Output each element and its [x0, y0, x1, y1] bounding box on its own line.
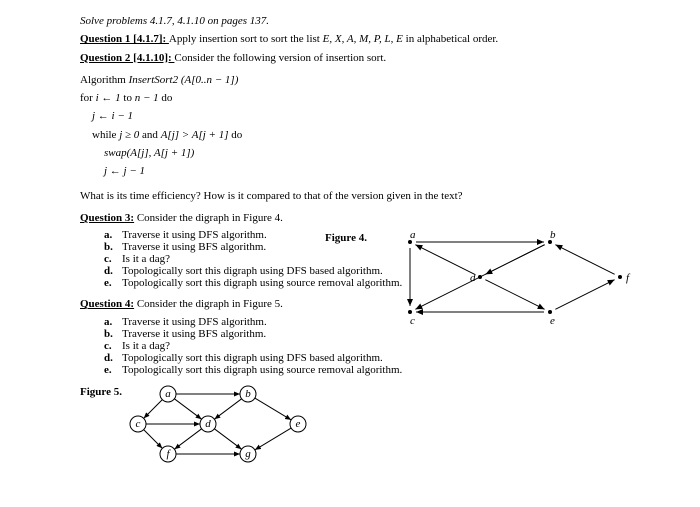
algo-header: Algorithm InsertSort2 (A[0..n − 1]) — [80, 73, 640, 87]
algo-line4: swap(A[j], A[j + 1]) — [104, 146, 640, 160]
item-text: Traverse it using BFS algorithm. — [122, 328, 266, 340]
svg-text:e: e — [550, 315, 555, 327]
kw-and: and — [142, 129, 161, 141]
item-text: Is it a dag? — [122, 340, 170, 352]
item-text: Traverse it using DFS algorithm. — [122, 229, 267, 241]
svg-text:g: g — [245, 448, 251, 460]
item-text: Topologically sort this digraph using DF… — [122, 352, 383, 364]
kw-for: for — [80, 92, 96, 104]
list-item: b.Traverse it using BFS algorithm. — [104, 328, 640, 340]
svg-text:d: d — [470, 272, 476, 284]
q1-list: E, X, A, M, P, L, E — [323, 33, 403, 45]
svg-text:f: f — [626, 272, 631, 284]
item-label: d. — [104, 352, 122, 364]
q2-text: Consider the following version of insert… — [174, 52, 386, 64]
item-text: Is it a dag? — [122, 253, 170, 265]
svg-text:b: b — [245, 388, 251, 400]
list-item: d.Topologically sort this digraph using … — [104, 352, 640, 364]
question-3: Question 3: Consider the digraph in Figu… — [80, 211, 640, 225]
kw-while: while — [92, 129, 119, 141]
figure-4-label: Figure 4. — [325, 232, 367, 244]
kw-do: do — [231, 129, 242, 141]
list-item: c.Is it a dag? — [104, 340, 640, 352]
q4-text: Consider the digraph in Figure 5. — [137, 298, 283, 310]
figure-4-container: Figure 4. abcedf — [380, 232, 660, 322]
q3-text: Consider the digraph in Figure 4. — [137, 212, 283, 224]
q3-heading: Question 3: — [80, 212, 134, 224]
item-label: b. — [104, 241, 122, 253]
intro-text: Solve problems 4.1.7, 4.1.10 on pages 13… — [80, 14, 640, 28]
q4-list: a.Traverse it using DFS algorithm. b.Tra… — [104, 316, 640, 376]
algo-line5: j ← j − 1 — [104, 164, 640, 178]
item-label: e. — [104, 277, 122, 289]
algo-name: InsertSort2 — [129, 74, 181, 86]
figure-5-graph: abcdefg — [128, 382, 318, 468]
item-label: a. — [104, 316, 122, 328]
expr: A[j] > A[j + 1] — [161, 129, 232, 141]
expr: n − 1 — [135, 92, 162, 104]
item-label: c. — [104, 340, 122, 352]
svg-text:a: a — [165, 388, 171, 400]
question-2: Question 2 [4.1.10]: Consider the follow… — [80, 51, 640, 65]
kw-to: to — [123, 92, 134, 104]
q2-tail: What is its time efficiency? How is it c… — [80, 189, 640, 203]
algo-kw: Algorithm — [80, 74, 129, 86]
list-item: e.Topologically sort this digraph using … — [104, 364, 640, 376]
q2-heading: Question 2 [4.1.10]: — [80, 52, 174, 64]
algo-line2: j ← i − 1 — [92, 109, 640, 123]
svg-text:c: c — [410, 315, 415, 327]
algo-line3: while j ≥ 0 and A[j] > A[j + 1] do — [92, 128, 640, 142]
figure-5-row: Figure 5. abcdefg — [80, 380, 640, 468]
item-label: b. — [104, 328, 122, 340]
expr: i ← 1 — [96, 92, 124, 104]
question-1: Question 1 [4.1.7]: Apply insertion sort… — [80, 32, 640, 46]
kw-do: do — [161, 92, 172, 104]
q1-heading: Question 1 [4.1.7]: — [80, 33, 169, 45]
item-label: e. — [104, 364, 122, 376]
svg-text:d: d — [205, 418, 211, 430]
item-text: Topologically sort this digraph using DF… — [122, 265, 383, 277]
q4-heading: Question 4: — [80, 298, 134, 310]
algo-line1: for i ← 1 to n − 1 do — [80, 91, 640, 105]
q1-text-a: Apply insertion sort to sort the list — [169, 33, 323, 45]
expr: j ≥ 0 — [119, 129, 142, 141]
item-text: Topologically sort this digraph using so… — [122, 364, 402, 376]
item-label: a. — [104, 229, 122, 241]
item-label: c. — [104, 253, 122, 265]
item-text: Traverse it using BFS algorithm. — [122, 241, 266, 253]
figure-5-label: Figure 5. — [80, 386, 122, 398]
svg-text:e: e — [296, 418, 301, 430]
item-text: Traverse it using DFS algorithm. — [122, 316, 267, 328]
svg-text:a: a — [410, 229, 416, 241]
q1-text-b: in alphabetical order. — [406, 33, 499, 45]
item-text: Topologically sort this digraph using so… — [122, 277, 402, 289]
svg-text:c: c — [136, 418, 141, 430]
algo-args: (A[0..n − 1]) — [181, 74, 239, 86]
item-label: d. — [104, 265, 122, 277]
svg-text:b: b — [550, 229, 556, 241]
figure-4-graph: a b c e d f — [380, 232, 640, 324]
